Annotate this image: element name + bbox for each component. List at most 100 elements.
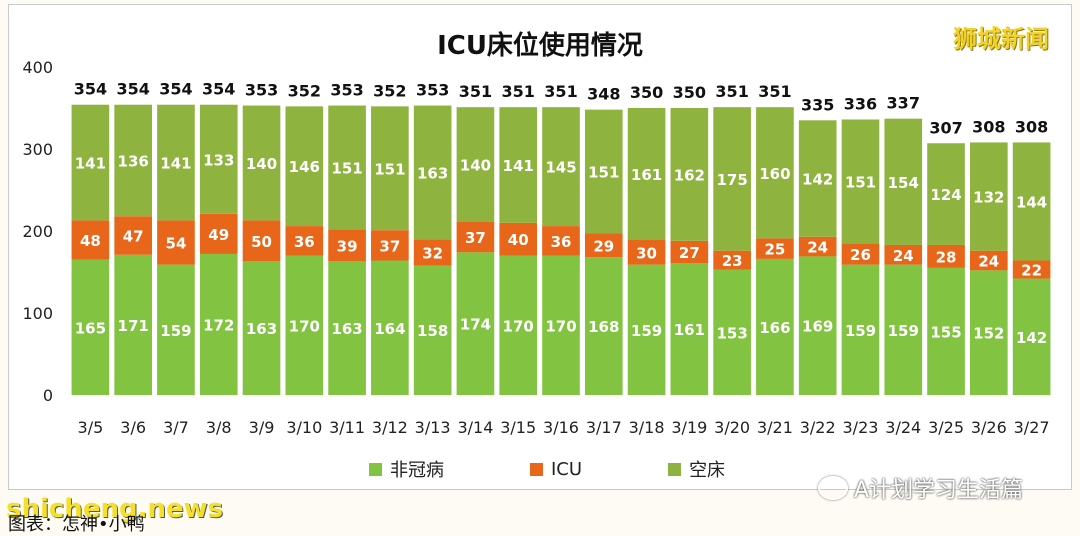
data-label: 159 (160, 322, 191, 340)
legend-swatch (530, 462, 543, 476)
data-label: 166 (759, 319, 790, 337)
x-tick-label: 3/8 (206, 418, 232, 437)
bar-segment (328, 105, 366, 230)
total-label: 350 (630, 83, 663, 102)
bar-segment (242, 261, 281, 395)
bar-segment (456, 221, 495, 253)
data-label: 163 (331, 320, 362, 338)
watermark-text: A计划学习生活篇 (854, 478, 1024, 503)
data-label: 136 (118, 152, 149, 170)
bar-segment (542, 107, 580, 227)
data-label: 154 (888, 174, 919, 192)
total-label: 308 (972, 117, 1005, 136)
data-label: 159 (631, 322, 662, 340)
bar-segment (199, 253, 238, 395)
y-tick-label: 200 (22, 222, 53, 241)
data-label: 36 (551, 233, 572, 251)
legend-item-icu: ICU (530, 459, 582, 480)
bar-segment (456, 107, 495, 222)
bar-segment (413, 265, 452, 395)
data-label: 161 (631, 166, 662, 184)
bar-segment (328, 261, 366, 395)
bar-segment (970, 142, 1008, 251)
x-tick-label: 3/6 (120, 418, 146, 437)
total-label: 353 (245, 81, 278, 100)
total-label: 348 (587, 85, 620, 104)
bar-segment (1012, 260, 1051, 279)
bar-segment (798, 236, 837, 257)
data-label: 142 (802, 171, 833, 189)
data-label: 30 (636, 244, 657, 262)
data-label: 161 (674, 321, 705, 339)
data-label: 37 (465, 229, 486, 247)
x-tick-label: 3/19 (671, 418, 707, 437)
data-label: 32 (422, 244, 443, 262)
total-label: 351 (544, 82, 577, 101)
x-tick-label: 3/26 (971, 418, 1007, 437)
data-label: 174 (460, 316, 491, 334)
bar-segment (756, 107, 794, 239)
bar-segment (114, 216, 152, 255)
data-label: 170 (503, 317, 534, 335)
bar-segment (756, 238, 794, 259)
chart-legend: 非冠病 ICU 空床 (369, 457, 725, 481)
data-label: 141 (160, 155, 191, 173)
bar-segment (242, 220, 281, 262)
legend-item-non-covid: 非冠病 (369, 456, 444, 482)
data-label: 159 (845, 322, 876, 340)
site-watermark: shicheng.news (6, 494, 224, 524)
data-label: 47 (123, 228, 144, 246)
data-label: 39 (337, 237, 358, 255)
x-tick-label: 3/25 (928, 418, 964, 437)
bar-segment (285, 106, 324, 227)
data-label: 151 (331, 159, 362, 177)
data-label: 26 (850, 246, 871, 264)
bar-segment (199, 104, 238, 214)
bar-segment (713, 107, 751, 251)
data-label: 163 (417, 164, 448, 182)
total-label: 336 (844, 94, 877, 113)
x-tick-label: 3/7 (163, 418, 189, 437)
y-tick-label: 0 (43, 386, 53, 405)
chart-frame: ICU床位使用情况 狮城新闻 0 100 200 300 400 165 48 141 354 3… (8, 4, 1072, 490)
data-label: 151 (374, 160, 405, 178)
total-label: 353 (416, 81, 449, 100)
legend-label: ICU (551, 458, 583, 480)
bar-segment (927, 267, 965, 395)
legend-label: 空床 (689, 460, 726, 481)
bar-segment (499, 255, 538, 395)
data-label: 140 (460, 157, 491, 175)
wechat-icon (818, 476, 848, 500)
bar-segment (584, 257, 623, 395)
x-tick-label: 3/27 (1014, 418, 1050, 437)
x-tick-label: 3/12 (372, 418, 408, 437)
bar-segment (713, 269, 751, 395)
bar-segment (884, 118, 923, 245)
bar-segment (499, 222, 538, 256)
data-label: 159 (888, 322, 919, 340)
data-label: 163 (246, 320, 277, 338)
bar-segment (884, 244, 923, 265)
bar-segment (670, 240, 709, 263)
bar-segment (499, 107, 538, 223)
x-tick-label: 3/5 (78, 418, 104, 437)
data-label: 158 (417, 322, 448, 340)
bar-segment (157, 220, 195, 265)
wechat-watermark: A计划学习生活篇 (818, 472, 1023, 504)
source-note: 图表：怎神•小鸭 (8, 514, 145, 535)
data-label: 28 (936, 248, 957, 266)
bar-segment (71, 104, 110, 221)
bar-segment (456, 252, 495, 395)
bar-segment (627, 240, 666, 265)
bar-segment (71, 220, 110, 260)
brand-logo-text: 狮城新闻 (953, 25, 1049, 53)
bar-segment (242, 105, 281, 221)
data-label: 29 (593, 237, 614, 255)
x-tick-label: 3/24 (885, 418, 921, 437)
bar-segment (114, 254, 152, 395)
bar-segment (756, 258, 794, 395)
data-label: 145 (545, 159, 576, 177)
legend-label: 非冠病 (390, 460, 444, 481)
total-label: 354 (74, 80, 107, 99)
y-tick-label: 300 (22, 140, 53, 159)
